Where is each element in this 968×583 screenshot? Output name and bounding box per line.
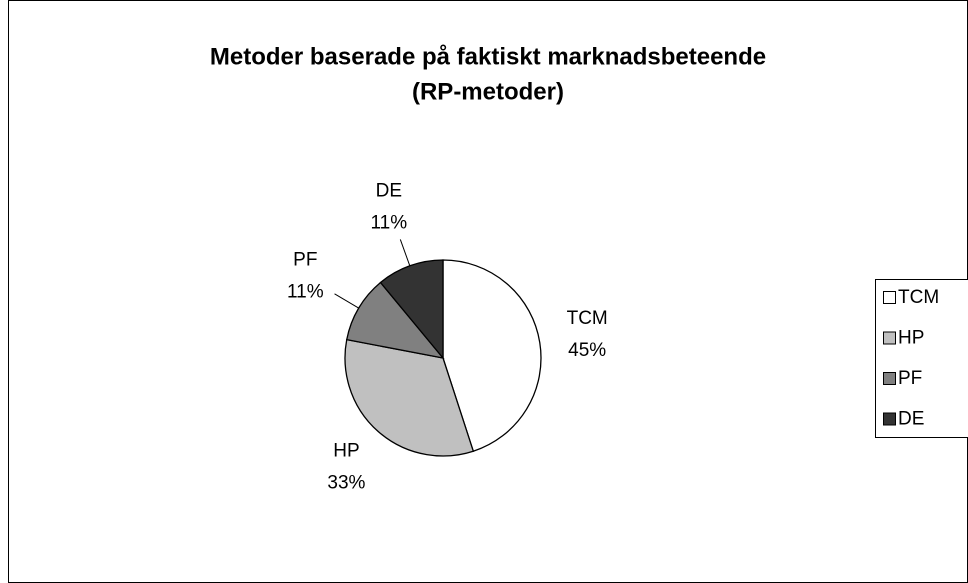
legend-box <box>875 279 968 438</box>
data-label: 45% <box>568 340 606 361</box>
legend-swatch <box>883 331 896 345</box>
data-label-name: TCM <box>567 308 608 329</box>
legend-swatch <box>883 372 896 385</box>
data-label: 11% <box>370 212 407 233</box>
pie-slice <box>379 259 444 360</box>
leader-line <box>399 239 411 266</box>
legend-label: PF <box>898 368 922 389</box>
chart-title: (RP-metoder) <box>412 78 564 105</box>
data-label: 33% <box>327 473 365 494</box>
legend-label: HP <box>898 328 924 349</box>
legend-swatch <box>883 291 896 304</box>
pie-slice <box>442 259 542 453</box>
chart-title: Metoder baserade på faktiskt marknadsbet… <box>210 43 766 70</box>
data-label: 11% <box>287 282 324 303</box>
pie-slice <box>345 281 445 359</box>
legend-swatch <box>883 412 896 426</box>
data-label-name: PF <box>293 250 317 271</box>
leader-line <box>334 293 359 309</box>
data-label-name: HP <box>333 441 359 462</box>
legend-label: DE <box>898 409 924 430</box>
pie-slice <box>344 338 475 457</box>
data-label-name: DE <box>376 180 402 201</box>
legend-label: TCM <box>898 287 939 308</box>
